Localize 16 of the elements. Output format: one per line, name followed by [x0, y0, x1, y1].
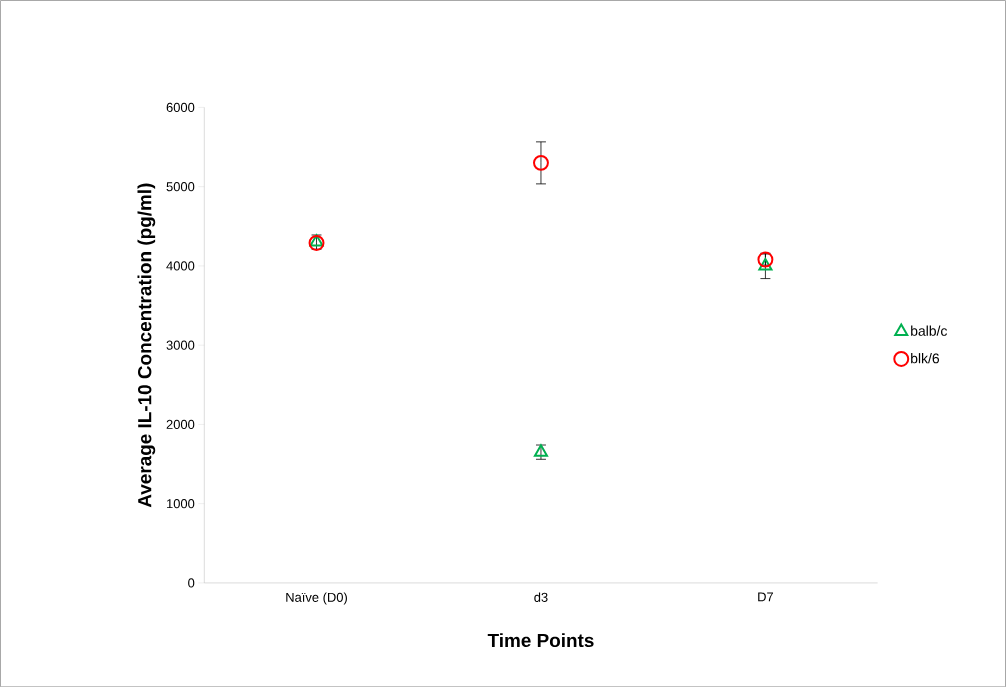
- y-tick-label: 5000: [166, 181, 195, 192]
- y-tick-label: 2000: [166, 419, 195, 429]
- y-tick-label: 0: [188, 578, 195, 588]
- x-tick-label: D7: [758, 592, 774, 602]
- y-tick-label: 3000: [166, 340, 195, 350]
- y-axis-title: Average IL-10 Concentration (pg/ml): [137, 183, 156, 508]
- legend-label: blk/6: [911, 352, 940, 364]
- point: [758, 257, 773, 271]
- point: [533, 154, 549, 171]
- y-tick-label: 1000: [167, 498, 195, 509]
- y-tick-label: 4000: [166, 261, 195, 271]
- y-tick-label: 6000: [166, 102, 195, 112]
- legend-label: balb/c: [911, 325, 948, 336]
- x-tick-label: Naïve (D0): [286, 592, 347, 605]
- x-axis-title: Time Points: [487, 633, 594, 647]
- x-tick-label: d3: [534, 592, 548, 602]
